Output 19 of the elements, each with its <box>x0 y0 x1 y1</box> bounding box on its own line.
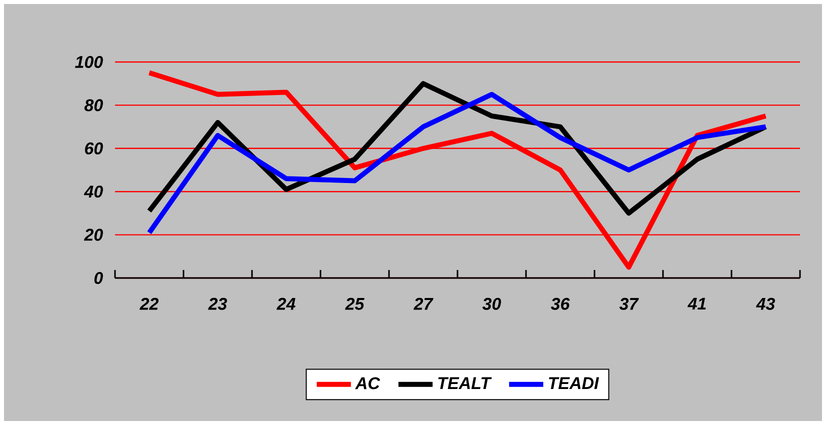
x-tick-label: 27 <box>414 298 434 310</box>
x-tick-label: 24 <box>276 298 296 310</box>
x-tick-label: 22 <box>140 298 159 310</box>
legend-label: TEALT <box>438 377 492 389</box>
x-tick-label: 30 <box>482 298 502 310</box>
x-tick-label: 41 <box>688 298 706 310</box>
legend-label: AC <box>355 377 380 390</box>
x-tick-label: 43 <box>756 298 776 310</box>
y-tick-label: 0 <box>94 272 103 284</box>
y-tick-label: 40 <box>84 186 103 198</box>
legend-label: TEADI <box>548 377 600 389</box>
x-tick-label: 36 <box>550 298 570 310</box>
y-tick-label: 20 <box>84 228 103 241</box>
x-tick-label: 25 <box>345 298 364 310</box>
x-tick-label: 37 <box>619 298 639 310</box>
y-tick-label: 60 <box>85 142 103 154</box>
y-tick-label: 100 <box>75 56 103 68</box>
x-tick-label: 23 <box>208 298 228 310</box>
y-tick-label: 80 <box>84 99 103 112</box>
